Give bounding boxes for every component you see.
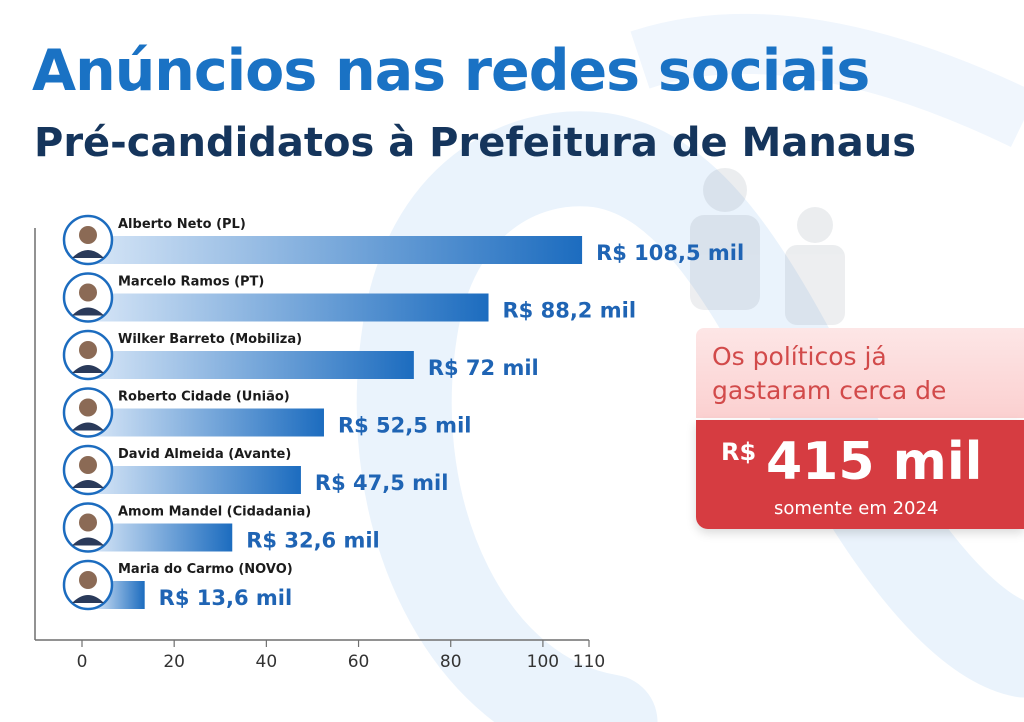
avatar-head — [79, 571, 97, 589]
value-label: R$ 32,6 mil — [246, 529, 379, 553]
category-label: David Almeida (Avante) — [118, 447, 291, 462]
avatar-body — [72, 595, 104, 603]
avatar-body — [72, 307, 104, 316]
value-label: R$ 88,2 mil — [503, 299, 637, 323]
page-title: Anúncios nas redes sociais — [32, 38, 870, 104]
callout-total-box: R$ 415 mil somente em 2024 — [696, 420, 1024, 529]
value-label: R$ 47,5 mil — [315, 471, 449, 495]
category-label: Roberto Cidade (União) — [118, 390, 290, 405]
bar — [95, 351, 414, 379]
avatar-head — [79, 513, 97, 532]
avatar-head — [79, 398, 97, 417]
spending-callout: Os políticos já gastaram cerca de R$ 415… — [696, 328, 1024, 529]
bar — [95, 523, 233, 552]
category-label: Maria do Carmo (NOVO) — [118, 562, 293, 577]
avatar-body — [72, 480, 104, 488]
avatar-body — [72, 537, 104, 546]
avatar-head — [79, 283, 97, 302]
callout-line-1: Os políticos já — [712, 342, 887, 371]
value-label: R$ 52,5 mil — [338, 414, 472, 438]
category-label: Amom Mandel (Cidadania) — [118, 505, 311, 520]
avatar-head — [79, 456, 97, 474]
value-label: R$ 72 mil — [428, 356, 539, 380]
bar — [95, 293, 489, 322]
x-tick-label: 20 — [163, 652, 185, 672]
category-label: Wilker Barreto (Mobiliza) — [118, 332, 302, 347]
avatar-body — [72, 250, 104, 258]
avatar-head — [79, 226, 97, 244]
avatar-head — [79, 341, 97, 359]
category-label: Marcelo Ramos (PT) — [118, 275, 264, 290]
x-tick-label: 110 — [573, 652, 605, 672]
x-tick-label: 40 — [256, 652, 278, 672]
avatar-body — [72, 422, 104, 431]
x-tick-label: 100 — [527, 652, 559, 672]
value-label: R$ 108,5 mil — [596, 241, 744, 265]
x-tick-label: 80 — [440, 652, 462, 672]
page-subtitle: Pré-candidatos à Prefeitura de Manaus — [34, 120, 917, 166]
callout-note: somente em 2024 — [774, 498, 939, 519]
callout-currency: R$ — [721, 438, 757, 466]
avatar-body — [72, 365, 104, 373]
category-label: Alberto Neto (PL) — [118, 217, 246, 232]
value-label: R$ 13,6 mil — [159, 586, 293, 610]
callout-line-2: gastaram cerca de — [712, 376, 947, 405]
bar — [95, 408, 324, 437]
bar — [95, 236, 583, 264]
x-tick-label: 0 — [77, 652, 88, 672]
callout-header: Os políticos já gastaram cerca de — [696, 328, 1024, 418]
callout-amount: 415 mil — [766, 432, 983, 492]
bar — [95, 466, 301, 494]
x-tick-label: 60 — [348, 652, 370, 672]
